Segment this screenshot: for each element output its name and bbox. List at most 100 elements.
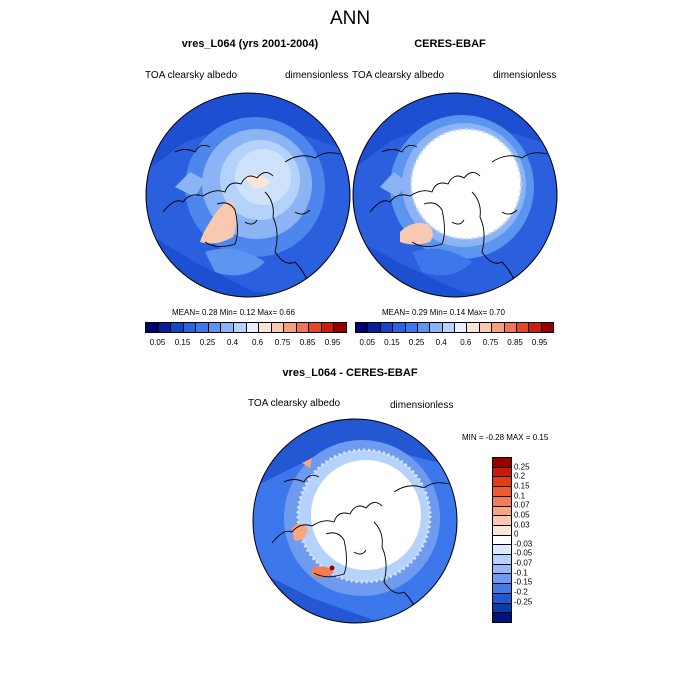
colorbar-tick-label: -0.1 [514,568,528,578]
colorbar-swatch [493,613,511,622]
panel1-stats: MEAN= 0.28 Min= 0.12 Max= 0.66 [172,308,295,317]
colorbar-swatch [442,323,455,332]
colorbar-swatch [259,323,272,332]
panel2-stats: MEAN= 0.29 Min= 0.14 Max= 0.70 [382,308,505,317]
colorbar-swatch [516,323,530,332]
panel2-map [352,92,558,298]
panel2-title: CERES-EBAF [414,38,486,50]
colorbar-swatch [493,467,511,478]
colorbar-swatch [296,323,310,332]
colorbar-swatch [158,323,172,332]
colorbar-tick-label: 0.25 [408,338,425,347]
colorbar-tick-label: 0.05 [359,338,376,347]
colorbar-tick-label: 0.05 [514,510,530,520]
colorbar-swatch [246,323,260,332]
colorbar-swatch [541,323,553,332]
colorbar-tick-label: -0.15 [514,577,533,587]
colorbar-swatch [368,323,381,332]
colorbar-swatch [146,323,159,332]
colorbar-swatch [493,496,511,507]
colorbar-tick-label: 0.15 [174,338,191,347]
colorbar-swatch [356,323,369,332]
colorbar-swatch [493,487,511,497]
colorbar-swatch [493,584,511,594]
colorbar-tick-label: 0.25 [514,462,530,472]
colorbar-swatch [417,323,431,332]
colorbar-swatch [493,603,511,614]
colorbar-swatch [321,323,335,332]
colorbar-tick-label: 0.95 [324,338,341,347]
colorbar-swatch [479,323,493,332]
colorbar-swatch [455,323,468,332]
colorbar-swatch [467,323,480,332]
colorbar-swatch [492,323,505,332]
colorbar-tick-label: 0.4 [435,338,447,347]
panel3-colorbar [492,457,512,623]
panel1-colorbar [145,322,347,333]
colorbar-swatch [309,323,322,332]
colorbar-tick-label: 0.6 [460,338,472,347]
panel2-colorbar [355,322,554,333]
panel1-colorbar-labels: 0.05 0.15 0.25 0.4 0.6 0.75 0.85 0.95 [145,338,345,348]
colorbar-swatch [493,564,511,575]
panel3-title: vres_L064 - CERES-EBAF [282,367,418,379]
colorbar-tick-label: -0.03 [514,539,533,549]
colorbar-tick-label: 0.95 [531,338,548,347]
colorbar-tick-label: 0.25 [199,338,216,347]
colorbar-swatch [493,506,511,517]
colorbar-tick-label: 0.03 [514,520,530,530]
colorbar-swatch [171,323,184,332]
colorbar-swatch [284,323,297,332]
colorbar-swatch [271,323,285,332]
colorbar-swatch [183,323,197,332]
colorbar-tick-label: 0.15 [384,338,400,347]
colorbar-swatch [493,574,511,585]
colorbar-swatch [493,458,511,468]
colorbar-swatch [430,323,443,332]
colorbar-tick-label: 0.75 [274,338,291,347]
colorbar-tick-label: 0.4 [226,338,239,347]
colorbar-swatch [493,593,511,604]
colorbar-swatch [233,323,247,332]
panel1-units-label: dimensionless [285,70,349,81]
panel1-variable-label: TOA clearsky albedo [145,70,238,81]
main-title: ANN [329,8,371,29]
panel1-title: vres_L064 (yrs 2001-2004) [181,38,319,50]
colorbar-swatch [504,323,517,332]
colorbar-tick-label: 0.85 [507,338,523,347]
panel2-colorbar-labels: 0.05 0.15 0.25 0.4 0.6 0.75 0.85 0.95 [355,338,552,348]
colorbar-swatch [529,323,542,332]
colorbar-tick-label: 0.6 [251,338,264,347]
panel3-minmax: MIN = -0.28 MAX = 0.15 [462,433,549,442]
colorbar-tick-label: 0.85 [299,338,316,347]
colorbar-swatch [493,525,511,536]
colorbar-swatch [380,323,394,332]
colorbar-swatch [221,323,234,332]
panel3-units-label: dimensionless [390,400,454,411]
colorbar-swatch [208,323,222,332]
colorbar-swatch [493,555,511,565]
panel3-variable-label: TOA clearsky albedo [248,398,341,409]
colorbar-tick-label: 0.05 [149,338,166,347]
colorbar-tick-label: 0.15 [514,481,530,491]
colorbar-swatch [493,516,511,526]
panel3-map [252,418,458,624]
panel1-map [145,92,351,298]
panel2-variable-label: TOA clearsky albedo [352,70,445,81]
colorbar-swatch [405,323,418,332]
colorbar-swatch [334,323,346,332]
colorbar-swatch [493,477,511,488]
panel3-colorbar-labels: 0.25 0.2 0.15 0.1 0.07 0.05 0.03 0 -0.03 -0.05 -0.… [514,457,554,621]
colorbar-swatch [196,323,209,332]
colorbar-tick-label: 0 [514,529,519,539]
colorbar-tick-label: -0.07 [514,558,533,568]
panel2-units-label: dimensionless [493,70,557,81]
colorbar-swatch [493,545,511,556]
colorbar-tick-label: -0.2 [514,587,528,597]
colorbar-tick-label: -0.25 [514,597,533,607]
colorbar-tick-label: 0.07 [514,500,530,510]
colorbar-tick-label: -0.05 [514,548,533,558]
colorbar-tick-label: 0.1 [514,491,526,501]
colorbar-tick-label: 0.2 [514,471,526,481]
colorbar-swatch [493,535,511,546]
